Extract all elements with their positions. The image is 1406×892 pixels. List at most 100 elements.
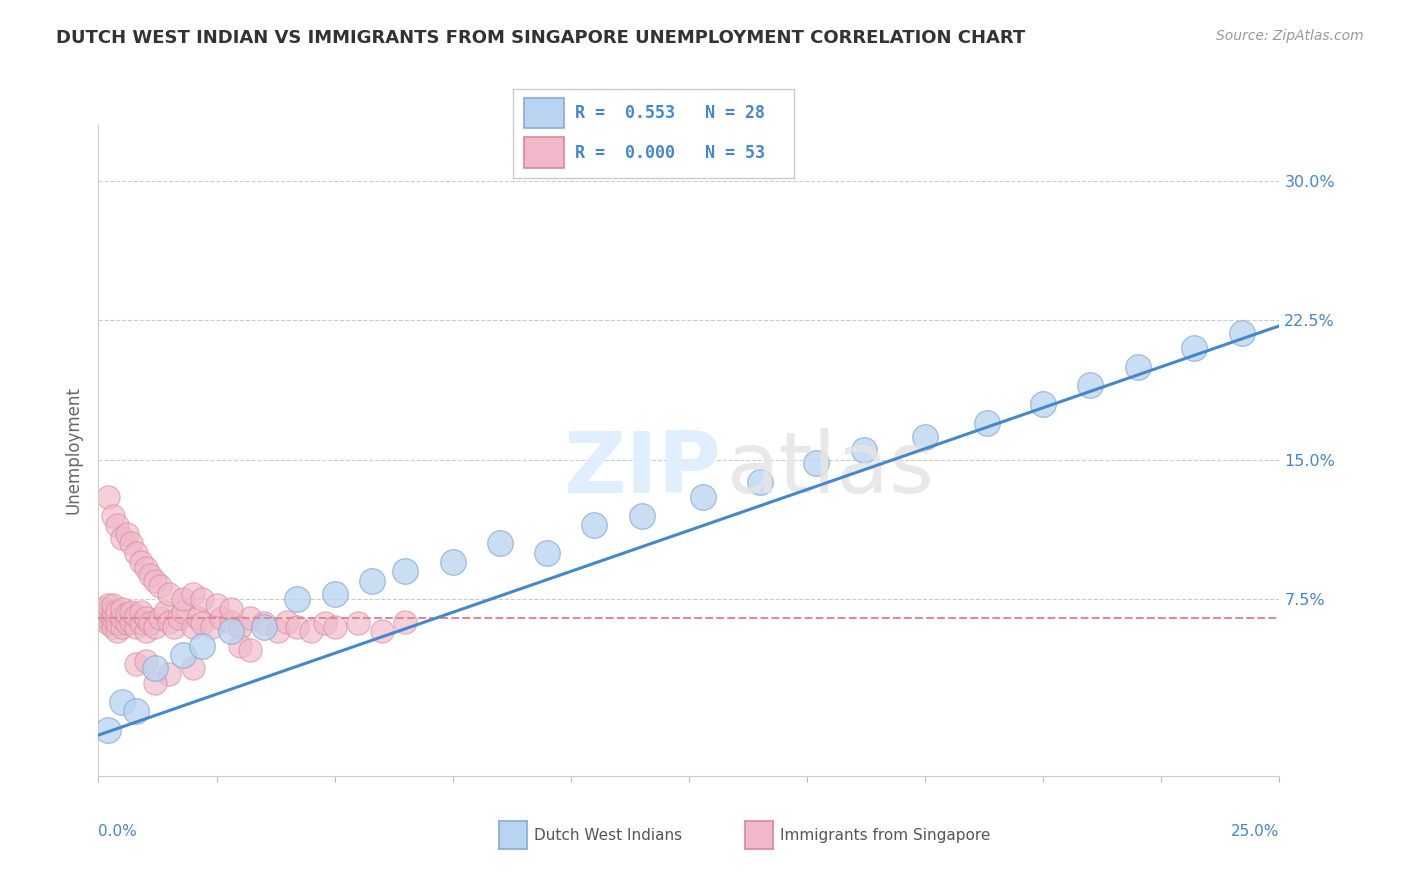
Point (323, 620, 346, 634)
Point (583, 517, 606, 532)
Text: atlas: atlas (727, 428, 935, 511)
Point (101, 605, 124, 619)
Point (105, 517, 128, 532)
Point (139, 568, 162, 582)
Text: R =  0.553   N = 28: R = 0.553 N = 28 (575, 104, 765, 122)
Point (129, 555, 152, 569)
Point (125, 620, 148, 634)
Point (97, 611, 120, 625)
Point (191, 639, 214, 653)
Point (1080, 378, 1102, 392)
Point (489, 536, 512, 550)
Point (111, 620, 134, 634)
Point (394, 615, 416, 629)
Point (101, 598, 124, 612)
Point (172, 605, 194, 619)
Point (692, 490, 714, 504)
Point (394, 565, 416, 579)
Point (157, 615, 180, 629)
Point (361, 574, 384, 588)
Point (285, 592, 308, 607)
Point (976, 416, 998, 430)
Point (129, 605, 152, 619)
Point (914, 430, 936, 444)
Point (97, 723, 120, 737)
Point (135, 611, 157, 625)
Point (135, 624, 157, 638)
Bar (524, 137, 564, 168)
Point (1230, 326, 1253, 341)
Point (205, 598, 228, 612)
Text: Immigrants from Singapore: Immigrants from Singapore (780, 829, 991, 843)
Point (852, 443, 875, 458)
Point (125, 704, 148, 718)
Point (149, 611, 172, 625)
Point (229, 620, 252, 634)
Point (347, 616, 370, 631)
Point (209, 611, 232, 625)
Point (157, 666, 180, 681)
Text: R =  0.000   N = 53: R = 0.000 N = 53 (575, 144, 765, 161)
Point (105, 605, 128, 619)
Point (187, 611, 209, 625)
Point (299, 624, 322, 638)
Point (229, 639, 252, 653)
Point (129, 616, 152, 631)
Text: ZIP: ZIP (562, 428, 720, 511)
Point (167, 611, 190, 625)
Point (276, 615, 298, 629)
Point (135, 560, 157, 574)
Point (191, 616, 214, 631)
Point (125, 609, 148, 624)
Point (111, 601, 134, 615)
Point (101, 508, 124, 523)
Point (101, 620, 124, 634)
Point (153, 605, 176, 619)
Point (219, 624, 242, 638)
Point (371, 624, 394, 638)
Point (115, 527, 138, 541)
Point (149, 579, 172, 593)
Point (101, 611, 124, 625)
Point (181, 661, 204, 675)
Point (125, 657, 148, 672)
Point (97, 605, 120, 619)
Point (143, 661, 166, 675)
Point (111, 611, 134, 625)
Point (139, 616, 162, 631)
Point (143, 676, 166, 690)
Point (121, 605, 143, 619)
Point (748, 475, 770, 489)
Bar (524, 98, 564, 128)
Y-axis label: Unemployment: Unemployment (65, 386, 83, 515)
Point (172, 592, 194, 607)
Point (163, 620, 186, 634)
Point (91, 601, 114, 615)
Point (191, 592, 214, 607)
Text: Source: ZipAtlas.com: Source: ZipAtlas.com (1216, 29, 1364, 43)
Point (172, 648, 194, 662)
Point (97, 490, 120, 504)
Point (441, 555, 464, 569)
Point (135, 654, 157, 668)
Point (181, 620, 204, 634)
Point (105, 616, 128, 631)
Point (267, 624, 290, 638)
Point (125, 546, 148, 560)
Point (115, 607, 138, 622)
Point (105, 624, 128, 638)
Point (121, 536, 143, 550)
Point (219, 615, 242, 629)
Text: 0.0%: 0.0% (98, 824, 138, 838)
Point (121, 615, 143, 629)
Point (143, 574, 166, 588)
Point (630, 508, 652, 523)
Point (111, 531, 134, 545)
Point (201, 620, 224, 634)
Point (97, 598, 120, 612)
Point (323, 587, 346, 601)
Point (219, 601, 242, 615)
Point (285, 620, 308, 634)
Point (253, 616, 276, 631)
Point (253, 620, 276, 634)
